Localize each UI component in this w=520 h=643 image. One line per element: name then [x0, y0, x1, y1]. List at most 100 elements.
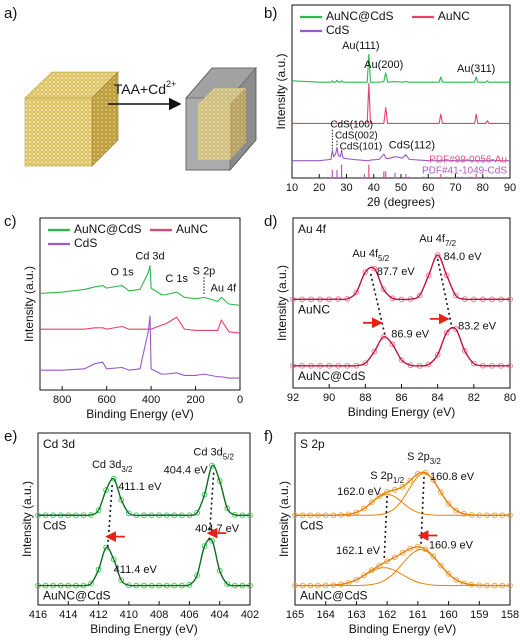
- fit-envelope: [38, 464, 251, 517]
- data-point: [438, 489, 444, 496]
- x-tick-label: 158: [501, 609, 519, 621]
- data-point: [407, 477, 414, 484]
- data-point: [453, 507, 460, 514]
- y-axis-label: Intensity (a.u.): [22, 266, 36, 342]
- reagent-label: TAA+Cd2+: [114, 79, 177, 96]
- fit-envelope: [37, 538, 250, 587]
- x-tick-label: 160: [439, 609, 457, 621]
- data-point: [425, 361, 432, 368]
- x-tick-label: 90: [323, 392, 335, 404]
- x-tick-label: 400: [142, 394, 160, 406]
- reference-label: PDF#41-1049-CdS: [422, 166, 507, 177]
- data-point: [452, 326, 459, 332]
- x-tick-label: 88: [359, 392, 371, 404]
- schematic: a) TAA+Cd2+: [4, 5, 257, 172]
- peak-annotation: O 1s: [110, 266, 134, 278]
- data-point: [398, 357, 405, 363]
- peak-name-main: Cd 3d: [193, 447, 222, 459]
- x-tick-label: 84: [432, 392, 444, 404]
- x-axis-label: Binding Energy (eV): [86, 407, 193, 421]
- legend-label: AuNC: [438, 9, 470, 23]
- data-point: [368, 567, 375, 574]
- data-point: [443, 329, 450, 336]
- x-tick-label: 90: [504, 182, 516, 194]
- plot-frame: [39, 217, 241, 391]
- panel: f) 165 164 163 162 161 160 159 158 Binding Energy…: [264, 428, 519, 636]
- peak-guide: [420, 476, 425, 546]
- data-point: [438, 562, 444, 569]
- x-tick-label: 414: [59, 609, 77, 621]
- data-point: [371, 265, 378, 272]
- data-point: [445, 500, 452, 507]
- sample-label: AuNC@CdS: [298, 369, 366, 383]
- peak-annotation: Au(200): [364, 59, 403, 71]
- data-point: [384, 558, 390, 565]
- peak-annotation: CdS(101): [340, 141, 383, 152]
- panel: c) 800 600 400 200 0 Binding Energy (eV) Intens…: [4, 213, 243, 421]
- peak-name: S 2p1/2: [370, 470, 404, 485]
- data-point: [95, 507, 102, 514]
- data-point: [399, 483, 406, 490]
- peak-position-label: 411.1 eV: [118, 481, 162, 493]
- panel-label: f): [264, 428, 273, 445]
- x-tick-label: 60: [422, 182, 434, 194]
- x-tick-label: 0: [237, 394, 243, 406]
- data-point: [118, 497, 125, 503]
- fit-envelope: [294, 546, 510, 587]
- data-point: [407, 545, 414, 552]
- fit-component: [295, 493, 510, 516]
- data-point: [362, 269, 369, 275]
- x-tick-label: 80: [504, 392, 516, 404]
- data-point: [399, 549, 406, 556]
- x-tick-label: 200: [186, 394, 204, 406]
- x-axis-label: Binding Energy (eV): [90, 622, 197, 636]
- peak-position-label: 411.4 eV: [114, 564, 158, 576]
- data-point: [353, 576, 360, 583]
- peak-guide: [436, 258, 453, 329]
- peak-position-label: 86.9 eV: [391, 328, 430, 340]
- data-point: [470, 360, 477, 367]
- peak-name-sub: 3/2: [430, 456, 442, 465]
- data-point: [361, 572, 367, 579]
- fit-envelope: [293, 326, 510, 367]
- peak-position-label: 87.7 eV: [377, 266, 416, 278]
- data-point: [126, 510, 132, 517]
- legend-label: CdS: [74, 236, 97, 250]
- panel: b) 10 20 30 40 50 60 70 80 90 2θ (degrees) Intensit…: [264, 4, 516, 209]
- spectrum-line: [40, 316, 241, 334]
- data-point: [461, 348, 468, 354]
- data-point: [430, 477, 437, 483]
- peak-name-main: S 2p: [407, 451, 430, 463]
- peak-position-label: 160.8 eV: [430, 471, 475, 483]
- peak-name-sub: 3/2: [121, 465, 133, 474]
- legend-label: AuNC@CdS: [326, 9, 394, 23]
- peak-name-sub: 7/2: [445, 239, 457, 248]
- spectrum-line: [292, 82, 510, 124]
- panel-label: e): [4, 428, 17, 445]
- data-point: [368, 499, 375, 506]
- x-tick-label: 82: [468, 392, 480, 404]
- x-tick-label: 40: [368, 182, 380, 194]
- data-point: [362, 360, 369, 367]
- x-tick-label: 161: [409, 609, 427, 621]
- panel-label: c): [4, 213, 17, 230]
- data-point: [452, 292, 459, 299]
- peak-name: S 2p3/2: [407, 451, 441, 466]
- data-point: [224, 505, 231, 512]
- data-point: [389, 341, 396, 348]
- panel: e) 416 414 412 410 408 406 404 402 Binding Energy…: [4, 428, 259, 636]
- data-point: [453, 577, 460, 583]
- data-point: [380, 286, 387, 292]
- y-axis-label: Intensity (a.u.): [277, 481, 291, 557]
- sample-label: CdS: [300, 518, 323, 532]
- data-point: [376, 562, 383, 569]
- x-tick-label: 80: [477, 182, 489, 194]
- peak-annotation: CdS(112): [389, 140, 435, 152]
- legend-label: AuNC: [176, 222, 208, 236]
- sample-label: AuNC@CdS: [300, 589, 368, 603]
- plot-frame: [291, 4, 511, 179]
- x-tick-label: 600: [97, 394, 115, 406]
- x-tick-label: 410: [120, 609, 138, 621]
- fit-envelope: [295, 471, 510, 516]
